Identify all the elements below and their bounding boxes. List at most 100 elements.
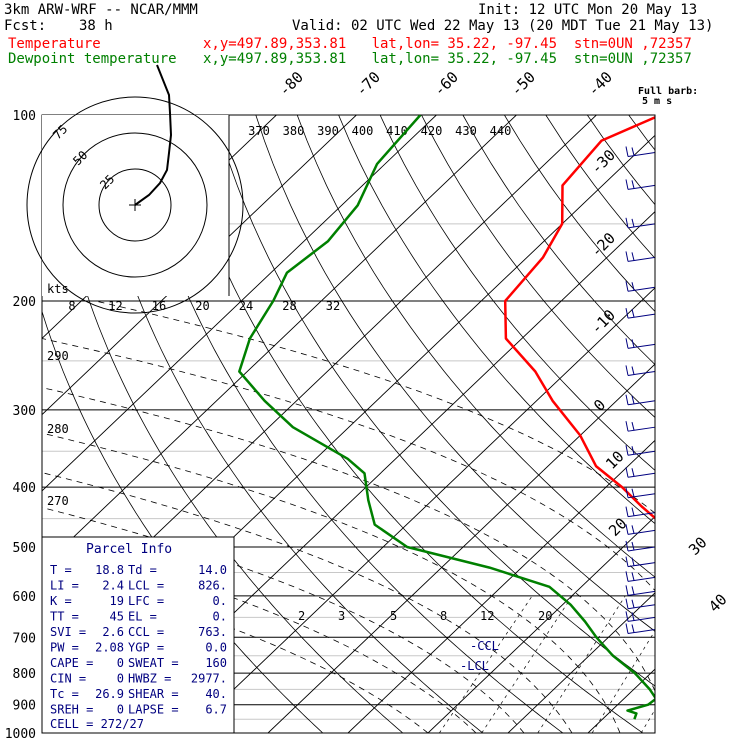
isotherm-label: -60 <box>430 68 462 100</box>
wind-barb-staff <box>627 286 656 292</box>
mixing-ratio-line <box>537 595 626 733</box>
mixing-ratio-line <box>640 708 655 733</box>
dry-adiabat-line <box>89 115 484 733</box>
wind-barb-staff <box>627 493 656 499</box>
wind-barb-staff <box>627 529 656 535</box>
wind-barb-flag <box>631 586 635 595</box>
dry-adiabat-line <box>48 115 404 733</box>
temperature-legend: Temperature <box>8 36 101 52</box>
wind-barb-flag <box>631 624 635 633</box>
pressure-tick-label: 800 <box>13 667 36 682</box>
wind-barb-flag <box>625 598 629 609</box>
wind-barb-flag <box>625 445 629 456</box>
pressure-tick-label: 300 <box>13 404 36 419</box>
parcel-key: PW = <box>50 641 79 655</box>
wind-barb-staff <box>627 590 656 596</box>
theta-label: 390 <box>317 124 339 138</box>
pressure-tick-label: 600 <box>13 590 36 605</box>
isotherm-line <box>42 115 357 416</box>
mixing-ratio-label: 20 <box>538 609 552 623</box>
wind-barb-flag <box>625 251 629 262</box>
wind-barb-flag <box>625 365 629 376</box>
wind-barb-staff <box>627 576 656 582</box>
pressure-tick-label: 500 <box>13 541 36 556</box>
init-time: Init: 12 UTC Mon 20 May 13 <box>478 2 698 18</box>
dry-adiabat-line <box>172 115 644 733</box>
parcel-value: 160 <box>205 656 227 670</box>
isotherm-label: -40 <box>584 68 616 100</box>
temperature-trace <box>503 115 655 520</box>
dry-adiabat-line <box>421 115 655 419</box>
wind-barb-flag <box>631 422 635 431</box>
wind-barb-flag <box>631 446 635 455</box>
parcel-key: LI = <box>50 579 79 593</box>
parcel-level-label: -LCL <box>460 659 489 673</box>
wind-barb-flag <box>625 571 629 582</box>
pressure-tick-label: 400 <box>13 481 36 496</box>
hodograph-units-label: kts <box>47 282 69 296</box>
theta-label: 400 <box>352 124 374 138</box>
parcel-key: T = <box>50 563 72 577</box>
mixing-ratio-label: 3 <box>338 609 345 623</box>
parcel-value: 0. <box>213 594 227 608</box>
parcel-key: CCL = <box>128 625 164 639</box>
wind-barb-flag <box>625 146 629 157</box>
theta-label: 370 <box>248 124 270 138</box>
hodograph-speed-label: 28 <box>282 299 296 313</box>
dry-adiabat-line <box>628 115 655 151</box>
wind-barb-staff <box>627 512 656 518</box>
parcel-key: K = <box>50 594 72 608</box>
pressure-tick-label: 100 <box>13 109 36 124</box>
parcel-value: 2.4 <box>102 579 124 593</box>
wind-barb-flag <box>625 338 629 349</box>
theta-label: 440 <box>490 124 512 138</box>
pressure-tick-label: 700 <box>13 631 36 646</box>
isotherm-label: 40 <box>705 590 731 616</box>
parcel-value: 0 <box>117 656 124 670</box>
isotherm-line <box>42 115 517 568</box>
wind-barb-flag <box>631 339 635 348</box>
mixing-ratio-label: 2 <box>298 609 305 623</box>
isotherm-label: 0 <box>590 396 609 415</box>
parcel-key: Tc = <box>50 687 79 701</box>
dry-adiabat-line <box>338 115 655 525</box>
wind-barb-staff <box>627 628 656 634</box>
parcel-key: TT = <box>50 610 79 624</box>
parcel-info-panel: Parcel Info T = 18.8 Td = 14.0 LI = 2.4 LCL = 82… <box>41 536 235 734</box>
hodograph-speed-label: 12 <box>108 299 122 313</box>
wind-barb-staff <box>627 450 656 456</box>
pressure-tick-label: 1000 <box>5 727 36 740</box>
wind-barb-staff <box>627 152 656 158</box>
wind-barb-flag <box>625 487 629 498</box>
moist-adiabat-line <box>42 387 655 693</box>
hodograph-trace <box>134 64 173 206</box>
wind-barb-flag <box>625 540 629 552</box>
parcel-key: LFC = <box>128 594 164 608</box>
dewpoint-location: x,y=497.89,353.81 lat,lon= 35.22, -97.45… <box>203 51 692 67</box>
parcel-key: Td = <box>128 563 157 577</box>
parcel-value: 26.9 <box>95 687 124 701</box>
wind-barb-flag <box>631 366 635 375</box>
dry-adiabat-line <box>586 115 655 206</box>
isotherm-label: -10 <box>587 306 619 338</box>
hodograph-ring <box>98 168 172 242</box>
wind-barb-flag <box>631 309 635 318</box>
parcel-value: 763. <box>198 625 227 639</box>
theta-label: 420 <box>421 124 443 138</box>
wind-barb-flag <box>625 467 629 478</box>
wind-barb-flag <box>631 180 635 189</box>
wind-barbs: Full barb:5 m s <box>625 86 698 733</box>
dry-adiabat-line <box>712 115 740 733</box>
wind-barb-flag <box>631 395 635 404</box>
wind-barb-staff <box>627 546 656 552</box>
mixing-ratio-label: 5 <box>390 609 397 623</box>
wind-barb-staff <box>627 370 656 376</box>
wind-barb-flag <box>625 308 629 319</box>
parcel-value: 40. <box>205 687 227 701</box>
parcel-key: SVI = <box>50 625 86 639</box>
wind-barb-flag <box>631 252 635 261</box>
isotherm-label: -70 <box>352 68 384 100</box>
barb-legend-title: Full barb: <box>638 86 698 97</box>
dry-adiabat-line <box>545 115 655 259</box>
